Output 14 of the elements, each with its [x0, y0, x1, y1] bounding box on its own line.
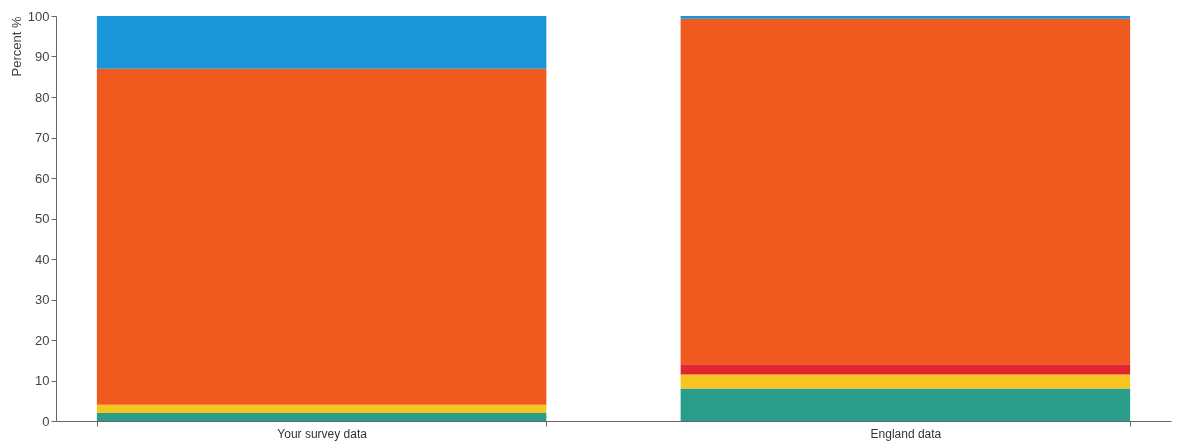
y-tick-label: 60	[35, 170, 50, 186]
y-tick-label: 40	[35, 251, 50, 267]
y-tick-label: 80	[35, 89, 50, 105]
y-tick-label: 70	[35, 130, 50, 145]
y-tick-label: 0	[42, 413, 50, 429]
y-axis-title: Percent %	[8, 16, 24, 77]
y-tick-label: 50	[35, 211, 50, 226]
y-tick-label: 30	[35, 292, 50, 307]
y-tick-label: 20	[35, 332, 50, 348]
x-tick-label: Your survey data	[277, 426, 368, 441]
x-tick-label: England data	[870, 426, 942, 441]
y-tick-label: 90	[35, 49, 50, 64]
y-tick-label: 10	[35, 373, 50, 388]
y-tick-label: 100	[27, 8, 50, 24]
